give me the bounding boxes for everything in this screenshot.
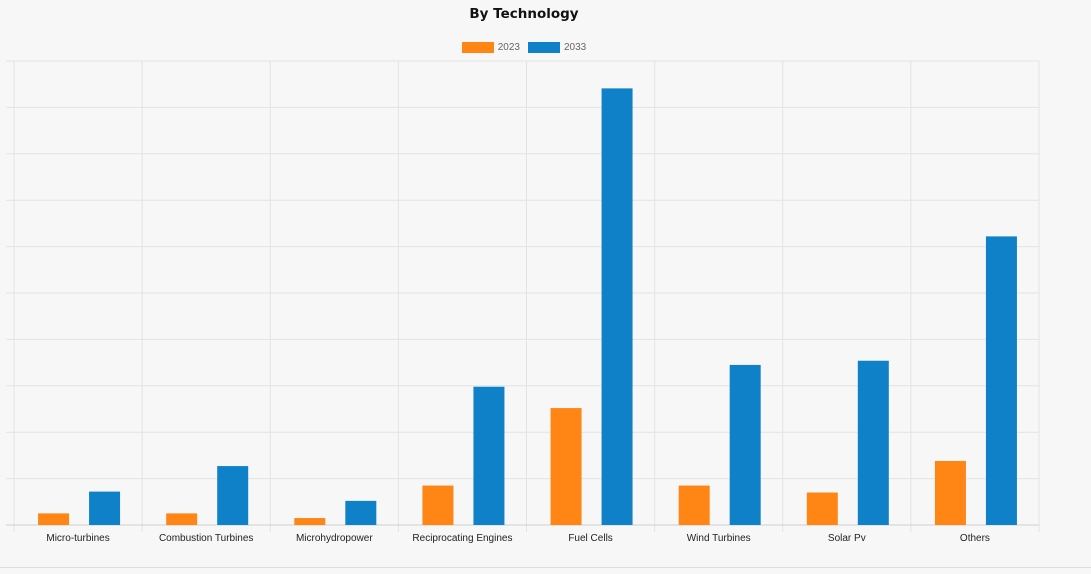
bar-2033-6 [857, 360, 889, 525]
x-tick-label: Wind Turbines [687, 533, 751, 544]
bar-2023-5 [678, 485, 710, 525]
bar-2023-2 [294, 518, 326, 525]
bar-2033-3 [473, 386, 505, 525]
bar-2033-5 [729, 364, 761, 525]
legend-item-series-1[interactable]: 2023 [461, 42, 520, 53]
bottom-divider [0, 567, 1091, 568]
legend-item-series-2[interactable]: 2033 [528, 42, 586, 53]
x-tick-label: Reciprocating Engines [412, 533, 512, 544]
bar-2033-2 [345, 500, 377, 525]
x-tick-label: Micro-turbines [46, 533, 109, 544]
bar-2023-0 [38, 513, 70, 525]
bar-2033-7 [985, 236, 1017, 525]
legend-swatch-series-2 [528, 42, 560, 53]
chart-legend: 2023 2033 [0, 42, 1048, 53]
x-tick-label: Fuel Cells [568, 533, 612, 544]
x-tick-label: Combustion Turbines [159, 533, 254, 544]
bar-2023-7 [934, 460, 966, 525]
bar-2033-4 [601, 88, 633, 525]
bar-2023-6 [806, 492, 838, 525]
bar-2033-0 [89, 491, 121, 525]
legend-label-series-2: 2033 [564, 42, 587, 53]
bar-2023-1 [166, 513, 198, 525]
x-tick-label: Microhydropower [296, 533, 373, 544]
bar-2023-4 [550, 408, 582, 525]
x-tick-label: Others [960, 533, 990, 544]
x-tick-label: Solar Pv [828, 533, 866, 544]
bar-2023-3 [422, 485, 454, 525]
legend-swatch-series-1 [461, 42, 494, 53]
legend-label-series-1: 2023 [497, 42, 520, 53]
chart-title: By Technology [469, 6, 579, 22]
bar-2033-1 [217, 466, 249, 525]
